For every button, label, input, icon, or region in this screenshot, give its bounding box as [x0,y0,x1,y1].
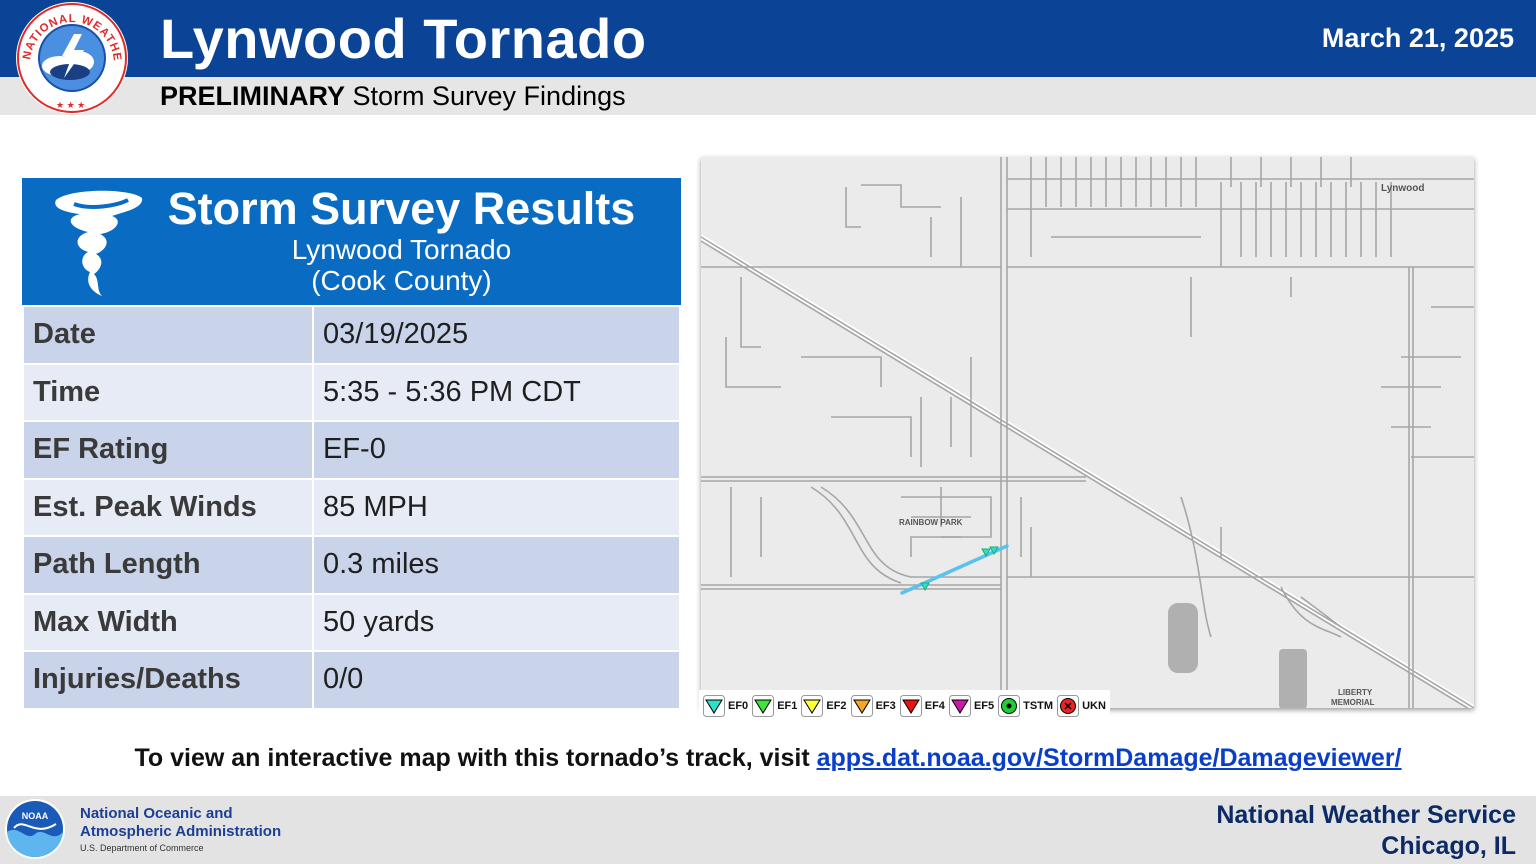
row-label: Est. Peak Winds [22,477,314,537]
legend-label: EF1 [777,700,798,712]
table-row: Injuries/Deaths 0/0 [22,650,681,710]
legend-item-ef1: EF1 [752,695,797,717]
legend-item-tstm: TSTM [998,695,1053,717]
noaa-logo-icon: NOAA [5,799,65,859]
table-row: Max Width 50 yards [22,592,681,652]
legend-item-ef3: EF3 [850,695,896,717]
page-subtitle: PRELIMINARY Storm Survey Findings [160,80,626,112]
noaa-name-line2: Atmospheric Administration [80,823,282,840]
preliminary-label: PRELIMINARY [160,81,346,111]
ef1-triangle-icon [752,695,775,717]
table-row: EF Rating EF-0 [22,420,681,480]
legend-label: EF4 [924,700,945,712]
ef5-triangle-icon [948,695,971,717]
legend-item-ef4: EF4 [899,695,945,717]
map-legend: EF0 EF1 EF2 EF3 EF4 EF5 TSTM UKN [699,690,1110,722]
row-value: 0.3 miles [312,535,681,595]
nws-logo-icon: NATIONAL WEATHER SERVICE ★ ★ ★ [12,0,128,114]
nws-office-line2: Chicago, IL [1381,832,1516,860]
row-value: 50 yards [312,592,681,652]
table-row: Est. Peak Winds 85 MPH [22,477,681,537]
tstm-circle-icon [998,695,1021,717]
legend-item-ef5: EF5 [948,695,995,717]
ef2-triangle-icon [801,695,824,717]
tornado-icon [55,190,143,296]
svg-text:★ ★ ★: ★ ★ ★ [56,100,85,110]
row-label: Injuries/Deaths [22,650,314,710]
legend-item-ukn: UKN [1057,695,1106,717]
legend-item-ef0: EF0 [703,695,748,717]
subheader-band [0,77,1536,115]
map-label-liberty: LIBERTY [1338,688,1373,697]
table-row: Time 5:35 - 5:36 PM CDT [22,362,681,422]
legend-item-ef2: EF2 [801,695,847,717]
legend-label: EF5 [973,700,995,712]
footer: NOAA National Oceanic and Atmospheric Adm… [0,796,1536,864]
interactive-map-note: To view an interactive map with this tor… [0,744,1536,773]
map-lake-2 [1279,649,1307,708]
header-band [0,0,1536,77]
tornado-name: Lynwood Tornado [291,234,512,265]
ef0-damage-marker[interactable] [989,546,999,556]
nws-office-line1: National Weather Service [1216,801,1516,829]
ef4-triangle-icon [899,695,922,717]
legend-label: EF2 [826,700,847,712]
survey-results-table: Date 03/19/2025 Time 5:35 - 5:36 PM CDT EF… [22,305,681,710]
survey-results-panel: Storm Survey Results Lynwood Tornado (Co… [22,178,681,710]
tornado-track-map[interactable]: Lynwood RAINBOW PARK LIBERTY MEMORIAL [701,157,1474,708]
visit-text: To view an interactive map with this tor… [134,744,817,772]
nws-office: National Weather Service Chicago, IL [1216,800,1516,862]
ef0-damage-marker[interactable] [920,582,930,592]
row-value: 5:35 - 5:36 PM CDT [312,362,681,422]
tornado-track-line[interactable] [900,544,1009,595]
report-date: March 21, 2025 [1321,23,1514,53]
ef0-triangle-icon [703,695,725,717]
damage-viewer-link[interactable]: apps.dat.noaa.gov/StormDamage/Damageview… [816,744,1402,772]
ef0-damage-marker[interactable] [981,548,991,558]
legend-label: EF3 [875,700,896,712]
map-label-lynwood: Lynwood [1381,183,1425,194]
map-lake-1 [1168,603,1198,673]
noaa-name: National Oceanic and Atmospheric Administ… [80,805,281,841]
survey-results-header: Storm Survey Results Lynwood Tornado (Co… [22,178,681,305]
county-name: (Cook County) [311,265,492,296]
row-label: Time [22,362,314,422]
row-label: Path Length [22,535,314,595]
table-row: Path Length 0.3 miles [22,535,681,595]
row-value: EF-0 [312,420,681,480]
legend-label: TSTM [1023,700,1054,712]
row-value: 85 MPH [312,477,681,537]
row-value: 0/0 [312,650,681,710]
noaa-department: U.S. Department of Commerce [80,843,204,853]
noaa-name-line1: National Oceanic and [80,805,233,822]
map-roads [701,157,1474,708]
legend-label: UKN [1082,700,1106,712]
row-label: Max Width [22,592,314,652]
map-label-rainbow-park: RAINBOW PARK [899,518,963,527]
table-row: Date 03/19/2025 [22,305,681,365]
survey-results-title: Storm Survey Results [167,183,636,234]
map-label-memorial: MEMORIAL [1331,698,1375,707]
row-label: EF Rating [22,420,314,480]
map-canvas: Lynwood RAINBOW PARK LIBERTY MEMORIAL [701,157,1474,708]
subtitle-text: Storm Survey Findings [345,81,626,111]
ef3-triangle-icon [850,695,873,717]
row-value: 03/19/2025 [312,305,681,365]
svg-text:NOAA: NOAA [22,811,49,821]
legend-label: EF0 [728,700,749,712]
page-title: Lynwood Tornado [160,7,647,70]
row-label: Date [22,305,314,365]
ukn-circle-x-icon [1057,695,1080,717]
